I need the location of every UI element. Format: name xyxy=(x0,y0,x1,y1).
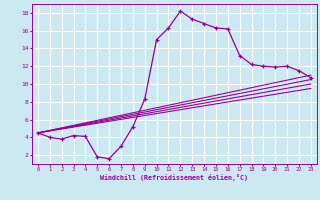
X-axis label: Windchill (Refroidissement éolien,°C): Windchill (Refroidissement éolien,°C) xyxy=(100,174,248,181)
